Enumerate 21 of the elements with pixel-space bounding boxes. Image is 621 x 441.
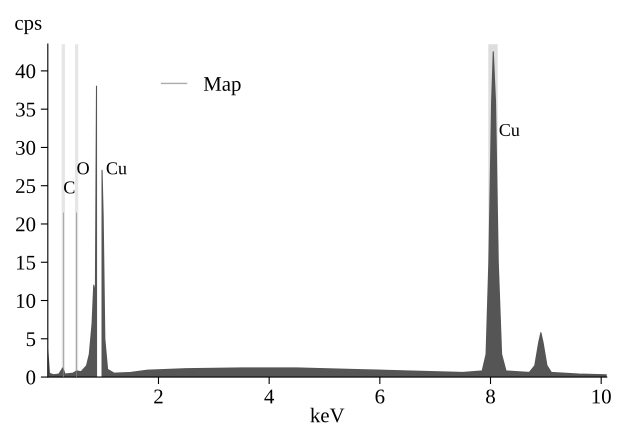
x-tick-label: 6 [376, 390, 384, 404]
x-tick-label: 4 [264, 390, 274, 404]
y-tick-label: 0 [26, 370, 36, 384]
y-tick-label: 5 [26, 332, 36, 346]
y-tick-label: 15 [17, 256, 36, 270]
x-tick-label: 8 [486, 389, 495, 404]
text: Map [204, 77, 241, 96]
y-tick-label: 40 [16, 64, 36, 78]
y-tick-label: 35 [16, 102, 36, 117]
x-tick-label: 2 [154, 390, 163, 404]
x-tick-label: 10 [592, 389, 611, 404]
y-tick-label: 25 [16, 179, 36, 194]
y-tick-label: 30 [16, 140, 36, 155]
annotation: Cu [106, 162, 127, 174]
annotation: C [64, 181, 74, 194]
y-tick-label: 20 [16, 217, 36, 232]
x-axis-title: keV [310, 408, 344, 423]
y-tick-label: 10 [17, 294, 36, 308]
annotation: Cu [500, 124, 520, 136]
annotation: O [77, 162, 89, 174]
y-axis-title: cps [15, 20, 42, 34]
